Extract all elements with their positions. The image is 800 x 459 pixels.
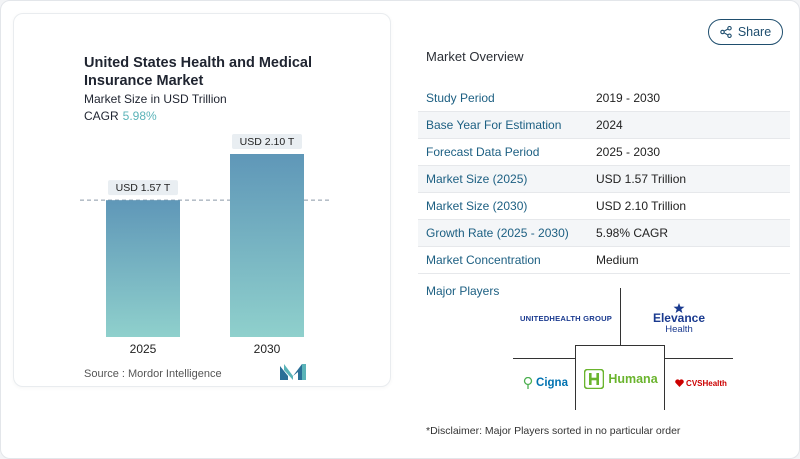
overview-row-forecast-period: Forecast Data Period 2025 - 2030 [418,139,790,166]
overview-label: Market Size (2030) [426,199,528,213]
elevance-logo-subtext: Health [665,324,693,335]
bar-2025 [106,200,180,337]
bar-chart: USD 1.57 T 2025 USD 2.10 T 2030 [80,134,332,356]
mordor-intelligence-logo-icon [280,364,306,380]
overview-value: 2025 - 2030 [596,145,661,159]
bar-2030 [230,154,304,337]
overview-row-market-size-2030: Market Size (2030) USD 2.10 Trillion [418,193,790,220]
data-label-background [232,134,302,149]
grid-divider [513,358,576,359]
overview-value: Medium [596,253,639,267]
overview-value: 5.98% CAGR [596,226,669,240]
grid-divider [620,288,621,345]
chart-title: United States Health and Medical Insuran… [84,55,313,89]
overview-label: Market Concentration [426,253,541,267]
overview-label: Growth Rate (2025 - 2030) [426,226,569,240]
cvs-health-logo: CVSHealth [671,374,731,392]
cvs-heart-icon [675,379,684,387]
overview-value: 2024 [596,118,623,132]
cagr-value: 5.98% [122,109,157,123]
grid-divider [664,358,733,359]
share-icon [720,26,732,38]
data-label-2025: USD 1.57 T [116,182,171,194]
grid-divider [575,345,665,346]
overview-label: Study Period [426,91,495,105]
major-players-title: Major Players [426,284,500,298]
source-note: Source : Mordor Intelligence [84,368,222,380]
overview-row-market-concentration: Market Concentration Medium [418,247,790,274]
chart-subtitle: Market Size in USD Trillion [84,92,227,106]
elevance-health-logo: Elevance Health [631,302,727,336]
market-overview-table: Study Period 2019 - 2030 Base Year For E… [418,85,790,274]
humana-h-icon [584,369,605,389]
cigna-tree-icon [523,377,533,389]
x-tick-label-2030: 2030 [254,342,281,356]
grid-divider [664,345,665,410]
major-players-grid: UNITEDHEALTH GROUP Elevance Health Cigna [513,288,733,410]
overview-value: 2019 - 2030 [596,91,661,105]
overview-row-growth-rate: Growth Rate (2025 - 2030) 5.98% CAGR [418,220,790,247]
overview-row-study-period: Study Period 2019 - 2030 [418,85,790,112]
overview-label: Market Size (2025) [426,172,528,186]
humana-logo-text: Humana [608,372,658,386]
overview-label: Forecast Data Period [426,145,540,159]
overview-row-market-size-2025: Market Size (2025) USD 1.57 Trillion [418,166,790,193]
overview-label: Base Year For Estimation [426,118,562,132]
market-overview-title: Market Overview [426,49,524,64]
grid-divider [575,345,576,410]
overview-row-base-year: Base Year For Estimation 2024 [418,112,790,139]
cagr-label: CAGR [84,109,119,123]
x-tick-label-2025: 2025 [130,342,157,356]
chart-cagr: CAGR 5.98% [84,109,157,123]
market-size-chart-card: United States Health and Medical Insuran… [13,13,391,387]
share-label: Share [737,25,772,39]
overview-value: USD 2.10 Trillion [596,199,687,213]
data-label-2030: USD 2.10 T [240,136,295,148]
data-label-background [108,180,178,196]
humana-logo: Humana [583,364,659,394]
share-button[interactable]: Share [708,19,783,45]
elevance-star-icon [673,303,685,313]
cigna-logo-text: Cigna [536,377,568,389]
overview-value: USD 1.57 Trillion [596,172,687,186]
disclaimer-note: *Disclaimer: Major Players sorted in no … [426,425,681,437]
cigna-logo: Cigna [517,372,573,394]
elevance-logo-text: Elevance [652,311,706,325]
cvs-logo-text: CVSHealth [686,378,727,388]
unitedhealth-group-logo: UNITEDHEALTH GROUP [519,313,613,323]
